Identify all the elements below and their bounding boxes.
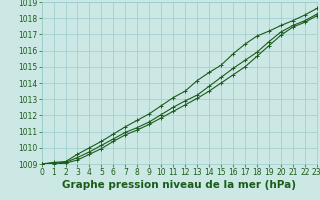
X-axis label: Graphe pression niveau de la mer (hPa): Graphe pression niveau de la mer (hPa) (62, 180, 296, 190)
